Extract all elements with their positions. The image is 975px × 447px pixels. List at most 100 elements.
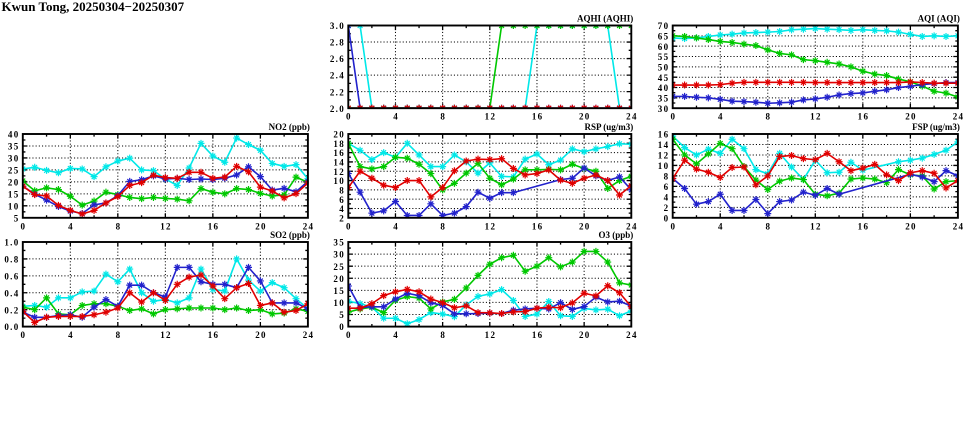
- svg-text:2.2: 2.2: [330, 87, 345, 97]
- svg-text:3.0: 3.0: [330, 21, 345, 31]
- svg-text:12: 12: [485, 330, 497, 340]
- svg-text:12: 12: [160, 221, 172, 231]
- svg-text:45: 45: [658, 73, 670, 83]
- svg-text:2: 2: [664, 203, 670, 213]
- svg-text:2.4: 2.4: [330, 71, 345, 81]
- svg-text:8: 8: [339, 185, 345, 195]
- svg-text:10: 10: [658, 161, 670, 171]
- svg-text:35: 35: [8, 142, 20, 152]
- svg-text:20: 20: [579, 221, 591, 231]
- svg-text:4: 4: [393, 112, 399, 122]
- svg-text:12: 12: [160, 330, 172, 340]
- svg-text:20: 20: [905, 221, 917, 231]
- svg-text:FSP (ug/m3): FSP (ug/m3): [912, 122, 960, 132]
- svg-text:24: 24: [626, 221, 638, 231]
- svg-text:4: 4: [718, 221, 724, 231]
- svg-text:RSP (ug/m3): RSP (ug/m3): [585, 122, 634, 132]
- svg-text:50: 50: [658, 62, 670, 72]
- svg-text:65: 65: [658, 31, 670, 41]
- svg-text:0.4: 0.4: [4, 288, 19, 298]
- svg-text:2.6: 2.6: [330, 54, 345, 64]
- svg-text:24: 24: [303, 221, 315, 231]
- svg-text:20: 20: [579, 112, 591, 122]
- svg-text:4: 4: [393, 221, 399, 231]
- svg-text:10: 10: [333, 176, 345, 186]
- svg-text:0: 0: [21, 330, 27, 340]
- svg-text:10: 10: [8, 201, 20, 211]
- svg-text:20: 20: [8, 177, 20, 187]
- svg-text:12: 12: [810, 221, 822, 231]
- svg-text:0.2: 0.2: [4, 305, 19, 315]
- svg-text:4: 4: [339, 204, 345, 214]
- svg-text:0.0: 0.0: [4, 322, 19, 332]
- svg-text:8: 8: [440, 330, 446, 340]
- svg-text:12: 12: [485, 221, 497, 231]
- svg-text:0: 0: [670, 112, 676, 122]
- svg-text:0.6: 0.6: [4, 271, 19, 281]
- svg-text:8: 8: [116, 330, 122, 340]
- svg-text:8: 8: [440, 221, 446, 231]
- svg-text:SO2 (ppb): SO2 (ppb): [270, 230, 310, 240]
- svg-text:0: 0: [339, 322, 345, 332]
- svg-text:8: 8: [116, 221, 122, 231]
- svg-text:24: 24: [626, 330, 638, 340]
- svg-text:4: 4: [718, 112, 724, 122]
- svg-text:0: 0: [21, 221, 27, 231]
- svg-text:25: 25: [333, 262, 345, 272]
- svg-text:20: 20: [333, 130, 345, 140]
- svg-text:1.0: 1.0: [4, 238, 19, 248]
- svg-text:16: 16: [532, 112, 544, 122]
- svg-text:18: 18: [333, 139, 345, 149]
- svg-text:0: 0: [664, 213, 670, 223]
- svg-text:12: 12: [333, 167, 345, 177]
- svg-text:16: 16: [858, 112, 870, 122]
- svg-text:2.0: 2.0: [330, 104, 345, 114]
- svg-text:NO2 (ppb): NO2 (ppb): [269, 122, 310, 132]
- svg-text:16: 16: [532, 330, 544, 340]
- svg-text:AQI (AQI): AQI (AQI): [918, 13, 960, 23]
- svg-text:40: 40: [8, 130, 20, 140]
- svg-text:16: 16: [858, 221, 870, 231]
- svg-text:4: 4: [68, 330, 74, 340]
- svg-text:35: 35: [658, 93, 670, 103]
- svg-text:5: 5: [339, 310, 345, 320]
- svg-text:25: 25: [8, 166, 20, 176]
- svg-text:15: 15: [8, 189, 20, 199]
- svg-text:16: 16: [208, 330, 220, 340]
- svg-text:15: 15: [333, 286, 345, 296]
- svg-text:8: 8: [766, 221, 772, 231]
- svg-text:70: 70: [658, 21, 670, 31]
- svg-text:24: 24: [303, 330, 315, 340]
- svg-text:6: 6: [664, 182, 670, 192]
- svg-text:Kwun Tong, 20250304−20250307: Kwun Tong, 20250304−20250307: [2, 0, 185, 14]
- svg-text:8: 8: [440, 112, 446, 122]
- svg-text:14: 14: [658, 140, 670, 150]
- svg-text:20: 20: [255, 330, 267, 340]
- svg-text:16: 16: [208, 221, 220, 231]
- svg-text:20: 20: [579, 330, 591, 340]
- svg-text:40: 40: [658, 83, 670, 93]
- svg-text:16: 16: [658, 130, 670, 140]
- svg-text:35: 35: [333, 238, 345, 248]
- svg-text:6: 6: [339, 195, 345, 205]
- svg-text:30: 30: [333, 250, 345, 260]
- svg-text:O3 (ppb): O3 (ppb): [599, 230, 634, 240]
- svg-text:4: 4: [393, 330, 399, 340]
- svg-text:12: 12: [485, 112, 497, 122]
- svg-text:24: 24: [953, 112, 965, 122]
- svg-text:0: 0: [346, 112, 352, 122]
- svg-text:30: 30: [658, 104, 670, 114]
- svg-text:12: 12: [658, 151, 670, 161]
- svg-text:24: 24: [626, 112, 638, 122]
- svg-text:4: 4: [68, 221, 74, 231]
- svg-text:4: 4: [664, 192, 670, 202]
- svg-text:55: 55: [658, 52, 670, 62]
- svg-text:8: 8: [664, 172, 670, 182]
- svg-text:16: 16: [333, 148, 345, 158]
- svg-text:2: 2: [339, 213, 345, 223]
- svg-text:60: 60: [658, 42, 670, 52]
- svg-text:0: 0: [346, 221, 352, 231]
- svg-text:20: 20: [255, 221, 267, 231]
- svg-text:0: 0: [346, 330, 352, 340]
- svg-text:20: 20: [905, 112, 917, 122]
